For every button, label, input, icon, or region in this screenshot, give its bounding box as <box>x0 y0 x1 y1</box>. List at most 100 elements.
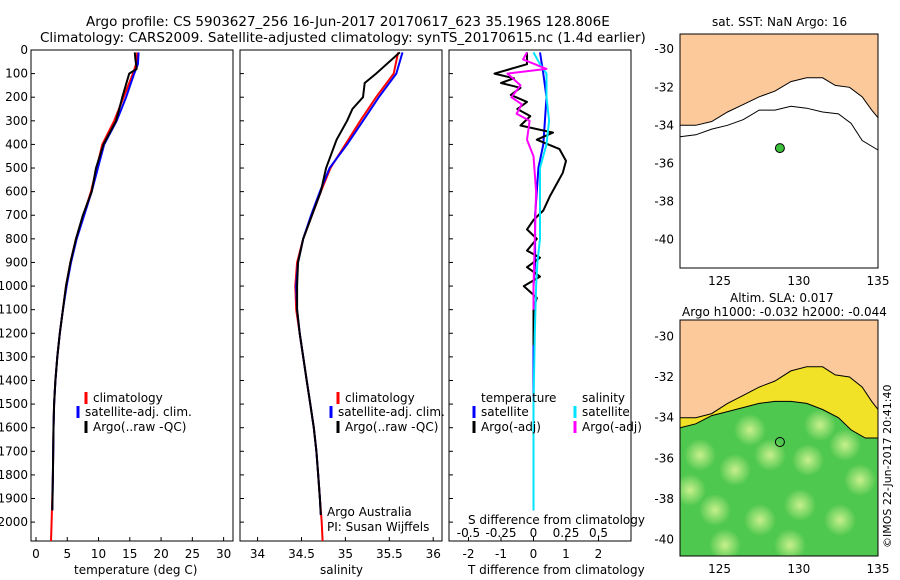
series-layer <box>50 51 567 542</box>
depth-tick-label: 200 <box>5 90 28 104</box>
legend-climatology-label: climatology <box>93 391 163 405</box>
lon-tick-label: 130 <box>787 274 810 288</box>
lon-tick-label: 135 <box>867 562 890 576</box>
depth-tick-label: 0 <box>20 43 28 57</box>
depth-tick-label: 1400 <box>0 373 28 387</box>
salinity-plot-frame <box>239 49 443 542</box>
legend-t-argo-label: Argo(-adj) <box>481 420 541 434</box>
depth-tick-label: 600 <box>5 185 28 199</box>
series-satellite-adj-clim <box>51 52 140 511</box>
sla-depth-contour <box>680 400 878 439</box>
sst-map-title: sat. SST: NaN Argo: 16 <box>712 15 847 29</box>
sla-anomaly-blob <box>784 489 816 521</box>
difference-legend: temperature satellite Argo(-adj) salinit… <box>468 391 645 527</box>
legend-argo-label: Argo(..raw -QC) <box>93 420 186 434</box>
x-tick-label: 0 <box>530 547 538 561</box>
sst-land <box>680 34 878 126</box>
series-argo-raw-qc <box>296 51 401 516</box>
lat-tick-label: -32 <box>654 80 674 94</box>
lat-tick-label: -30 <box>654 42 674 56</box>
sla-anomaly-blob <box>699 494 731 526</box>
legend-satellite-label: satellite-adj. clim. <box>85 405 192 419</box>
s-diff-tick-label: 0.5 <box>589 526 608 540</box>
title-line-2: Climatology: CARS2009. Satellite-adjuste… <box>40 30 646 46</box>
sla-map-subtitle: Argo h1000: -0.032 h2000: -0.044 <box>682 305 887 319</box>
sla-anomaly-blob <box>680 474 706 506</box>
x-tick-label: 36 <box>426 547 441 561</box>
x-tick-label: 34.5 <box>288 547 315 561</box>
depth-tick-label: 1300 <box>0 350 28 364</box>
x-tick-label: 34 <box>250 547 265 561</box>
sst-float-marker <box>774 143 785 154</box>
lat-tick-label: -32 <box>654 370 674 384</box>
x-tick-label: 35 <box>338 547 353 561</box>
legend-climatology-label: climatology <box>345 391 415 405</box>
legend-t-satellite-label: satellite <box>481 405 529 419</box>
sla-anomaly-blob <box>792 444 824 476</box>
legend-salinity-title: salinity <box>582 391 625 405</box>
lon-tick-label: 135 <box>867 274 890 288</box>
legend-satellite-label: satellite-adj. clim. <box>338 405 445 419</box>
x-tick-label: -1 <box>495 547 507 561</box>
legend-s-argo-label: Argo(-adj) <box>582 420 642 434</box>
lat-tick-label: -34 <box>654 411 674 425</box>
legend-argo-label: Argo(..raw -QC) <box>345 420 438 434</box>
depth-tick-label: 1500 <box>0 397 28 411</box>
temperature-xlabel: temperature (deg C) <box>74 563 197 577</box>
x-tick-label: 1 <box>562 547 570 561</box>
depth-tick-label: 100 <box>5 67 28 81</box>
sla-anomaly-blob <box>734 414 766 446</box>
depth-tick-label: 1100 <box>0 303 28 317</box>
sst-coastline <box>680 77 879 126</box>
series-t-argo-adj <box>493 52 567 346</box>
depth-tick-label: 300 <box>5 114 28 128</box>
sst-map: sat. SST: NaN Argo: 16 <box>679 15 879 269</box>
sla-anomaly-field <box>680 409 876 556</box>
sla-map-title: Altim. SLA: 0.017 <box>730 291 834 305</box>
x-tick-label: 35.5 <box>376 547 403 561</box>
series-climatology <box>294 52 400 542</box>
depth-tick-label: 1600 <box>0 421 28 435</box>
difference-xlabel: T difference from climatology <box>467 563 645 577</box>
series-argo-raw-qc <box>51 52 138 511</box>
sla-map-frame <box>679 319 879 557</box>
s-difference-label: S difference from climatology <box>468 513 645 527</box>
title-line-1: Argo profile: CS 5903627_256 16-Jun-2017… <box>86 14 610 30</box>
sst-map-frame <box>679 33 879 269</box>
series-satellite-adj-clim <box>295 52 404 516</box>
lat-tick-label: -40 <box>654 533 674 547</box>
axes-layer: 0100200300400500600700800900100011001200… <box>0 42 889 576</box>
pi-label: PI: Susan Wijffels <box>327 520 429 534</box>
difference-plot-frame <box>448 49 632 542</box>
lat-tick-label: -34 <box>654 118 674 132</box>
lat-tick-label: -36 <box>654 156 674 170</box>
legend-s-satellite-label: satellite <box>582 405 630 419</box>
x-tick-label: 10 <box>91 547 106 561</box>
sla-anomaly-blob <box>844 464 876 496</box>
temperature-plot-frame <box>30 49 234 542</box>
x-tick-label: 30 <box>216 547 231 561</box>
argo-australia-label: Argo Australia <box>327 505 412 519</box>
s-diff-tick-label: 0 <box>530 526 538 540</box>
depth-tick-label: 700 <box>5 208 28 222</box>
depth-tick-label: 800 <box>5 232 28 246</box>
depth-tick-label: 1200 <box>0 326 28 340</box>
salinity-legend: climatology satellite-adj. clim. Argo(..… <box>327 391 445 534</box>
x-tick-label: 15 <box>122 547 137 561</box>
sla-anomaly-blob <box>719 454 751 486</box>
sla-anomaly-blob <box>744 504 776 536</box>
sla-anomaly-blob <box>754 439 786 471</box>
x-tick-label: 25 <box>185 547 200 561</box>
depth-tick-label: 500 <box>5 161 28 175</box>
sst-depth-contour <box>679 105 879 151</box>
salinity-xlabel: salinity <box>320 563 363 577</box>
series-s-argo-adj <box>506 51 548 310</box>
lat-tick-label: -36 <box>654 451 674 465</box>
depth-tick-label: 1900 <box>0 492 28 506</box>
depth-tick-label: 1000 <box>0 279 28 293</box>
x-tick-label: 20 <box>153 547 168 561</box>
x-tick-label: -2 <box>463 547 475 561</box>
depth-tick-label: 2000 <box>0 515 28 529</box>
